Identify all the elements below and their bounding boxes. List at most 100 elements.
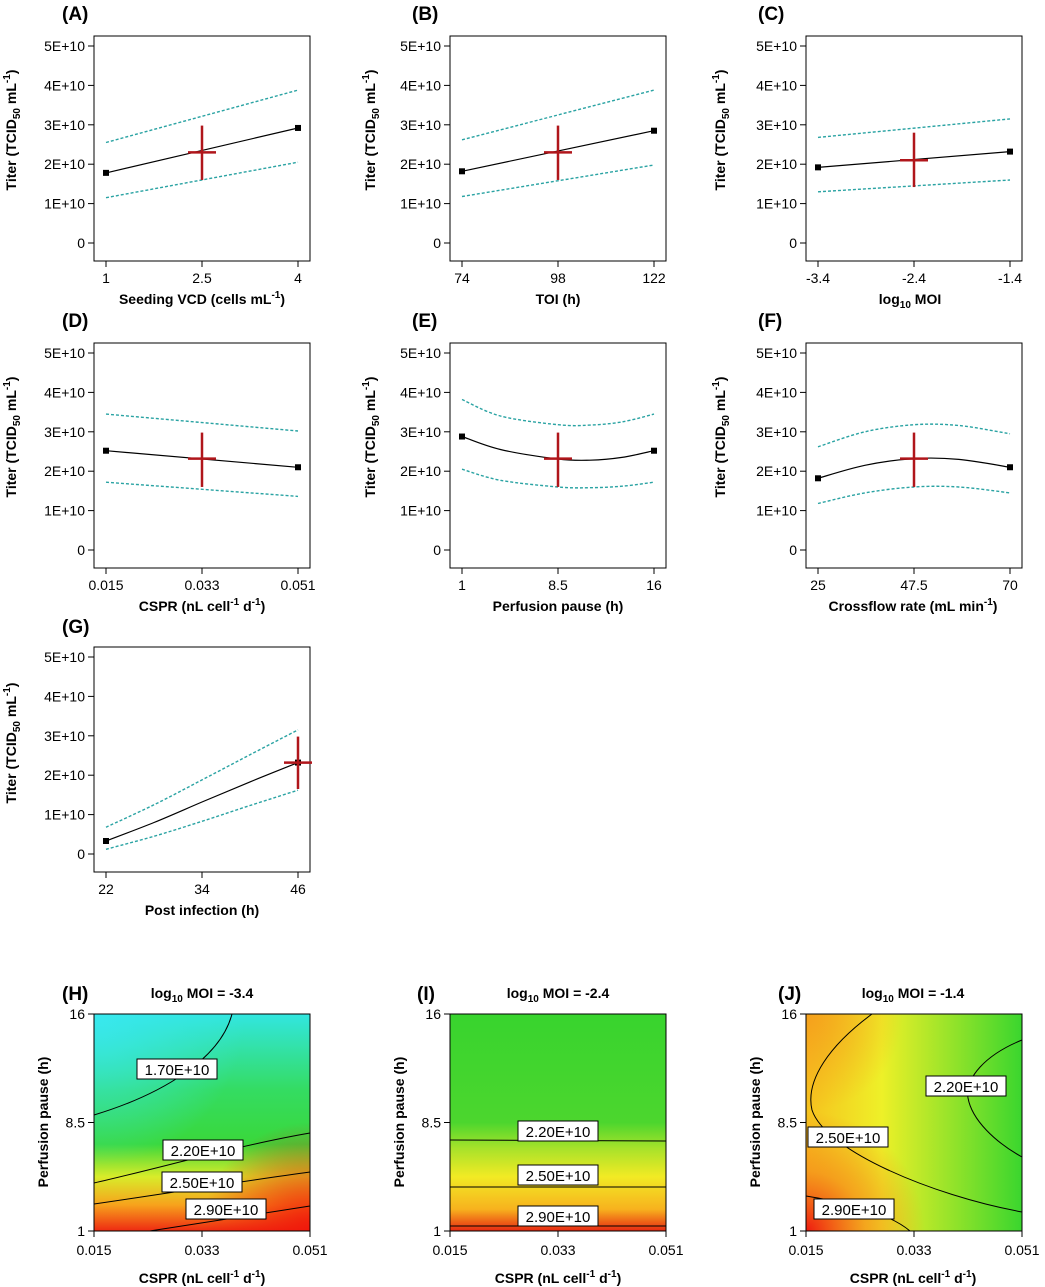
- x-tick-label: 8.5: [548, 577, 568, 593]
- y-tick-label: 4E+10: [400, 77, 441, 93]
- contour-label: 2.90E+10: [185, 1198, 267, 1220]
- x-tick-label: 0.051: [648, 1242, 683, 1258]
- y-tick-label: 4E+10: [44, 384, 85, 400]
- panel-b: (B) Titer (TCID50 mL-1) TOI (h) 0 1E+10 2E…: [361, 4, 667, 307]
- panel-j: (J) log10 MOI = -1.4 2.20E+10 2.50E+10 2…: [747, 984, 1040, 1286]
- contour-line: [967, 1039, 1023, 1158]
- y-tick-label: 0: [77, 542, 85, 558]
- y-tick-label: 2E+10: [44, 156, 85, 172]
- y-tick-label: 0: [433, 542, 441, 558]
- panel-label: (H): [62, 984, 88, 1005]
- x-tick-label: 34: [194, 881, 210, 897]
- y-tick-label: 1E+10: [400, 503, 441, 519]
- y-tick-label: 8.5: [778, 1115, 798, 1131]
- y-tick-label: 1: [789, 1223, 797, 1239]
- x-tick-label: 0.015: [788, 1242, 823, 1258]
- contour-line: [810, 1013, 1023, 1213]
- y-tick-label: 2E+10: [756, 463, 797, 479]
- panel-label: (G): [62, 617, 89, 638]
- lower-ci-line: [461, 468, 655, 489]
- fit-line: [105, 762, 299, 842]
- x-tick-label: 47.5: [900, 577, 927, 593]
- y-tick-label: 4E+10: [756, 77, 797, 93]
- y-tick-label: 2E+10: [44, 463, 85, 479]
- panel-label: (J): [778, 984, 801, 1005]
- panel-label: (B): [412, 4, 438, 25]
- y-tick-label: 2E+10: [44, 767, 85, 783]
- contour-label: 2.20E+10: [517, 1120, 599, 1142]
- endpoint-marker: [1007, 148, 1013, 155]
- contour-label: 2.90E+10: [517, 1205, 599, 1227]
- panel-e: (E) Titer (TCID50 mL-1) Perfusion pause …: [361, 311, 667, 614]
- heatmap-orange-region: [806, 1014, 1022, 1231]
- y-tick-label: 0: [77, 235, 85, 251]
- panel-c: (C) Titer (TCID50 mL-1) log10 MOI 0 1E+10…: [711, 4, 1023, 311]
- x-tick-label: 74: [454, 270, 470, 286]
- contour-label: 2.50E+10: [517, 1164, 599, 1186]
- x-tick-label: 0.015: [432, 1242, 467, 1258]
- svg-text:2.90E+10: 2.90E+10: [822, 1202, 887, 1219]
- y-tick-label: 5E+10: [400, 38, 441, 54]
- y-tick-label: 4E+10: [44, 77, 85, 93]
- endpoint-marker: [103, 447, 109, 454]
- y-tick-label: 0: [433, 235, 441, 251]
- contour-label: 2.50E+10: [807, 1126, 889, 1148]
- upper-ci-line: [461, 398, 655, 427]
- lower-ci-line: [461, 164, 655, 198]
- x-tick-label: 0.033: [184, 1242, 219, 1258]
- x-tick-label: 122: [642, 270, 666, 286]
- y-tick-label: 16: [69, 1006, 85, 1022]
- x-axis-title: Crossflow rate (mL min-1): [829, 597, 998, 614]
- y-tick-label: 3E+10: [44, 424, 85, 440]
- panel-title: log10 MOI = -1.4: [862, 985, 965, 1005]
- panel-i: (I) log10 MOI = -2.4 2.20E+10 2.50E+10 2…: [391, 984, 684, 1286]
- endpoint-marker: [1007, 464, 1013, 471]
- y-tick-label: 4E+10: [44, 688, 85, 704]
- plot-frame: [93, 646, 311, 873]
- y-tick-label: 1E+10: [44, 196, 85, 212]
- x-tick-label: 98: [550, 270, 566, 286]
- y-tick-label: 5E+10: [756, 38, 797, 54]
- panel-label: (E): [412, 311, 437, 332]
- y-tick-label: 16: [781, 1006, 797, 1022]
- x-tick-label: 0.015: [88, 577, 123, 593]
- lower-ci-line: [817, 485, 1011, 505]
- svg-text:2.20E+10: 2.20E+10: [526, 1124, 591, 1141]
- x-tick-label: 1: [458, 577, 466, 593]
- y-tick-label: 4E+10: [400, 384, 441, 400]
- y-tick-label: 1E+10: [44, 807, 85, 823]
- y-tick-label: 1E+10: [756, 196, 797, 212]
- endpoint-marker: [459, 433, 465, 440]
- y-tick-label: 3E+10: [756, 117, 797, 133]
- x-axis-title: Post infection (h): [145, 902, 259, 918]
- panel-h: (H) log10 MOI = -3.4 1.70E+10 2.20E+10 2…: [35, 984, 328, 1286]
- x-axis-title: CSPR (nL cell-1 d-1): [139, 597, 265, 614]
- y-tick-label: 5E+10: [44, 649, 85, 665]
- x-axis-title: Seeding VCD (cells mL-1): [119, 290, 285, 307]
- y-tick-label: 5E+10: [400, 345, 441, 361]
- x-tick-label: 4: [294, 270, 302, 286]
- endpoint-marker: [459, 168, 465, 175]
- y-tick-label: 8.5: [422, 1115, 442, 1131]
- y-tick-label: 1E+10: [44, 503, 85, 519]
- x-tick-label: 2.5: [192, 270, 212, 286]
- y-axis-title: Titer (TCID50 mL-1): [361, 70, 382, 191]
- upper-ci-line: [461, 89, 655, 141]
- x-tick-label: -2.4: [902, 270, 926, 286]
- y-axis-title: Perfusion pause (h): [35, 1057, 51, 1188]
- svg-text:2.90E+10: 2.90E+10: [526, 1209, 591, 1226]
- upper-ci-line: [817, 118, 1011, 139]
- y-tick-label: 5E+10: [44, 38, 85, 54]
- heatmap-red-region: [94, 1014, 310, 1231]
- lower-ci-line: [105, 789, 299, 850]
- svg-text:2.50E+10: 2.50E+10: [526, 1168, 591, 1185]
- y-tick-label: 8.5: [66, 1115, 86, 1131]
- contour-label: 1.70E+10: [136, 1058, 218, 1080]
- endpoint-marker: [103, 169, 109, 176]
- x-tick-label: 1: [102, 270, 110, 286]
- y-axis-title: Perfusion pause (h): [391, 1057, 407, 1188]
- y-tick-label: 4E+10: [756, 384, 797, 400]
- endpoint-marker: [103, 837, 109, 844]
- fit-line: [461, 435, 655, 461]
- endpoint-marker: [295, 464, 301, 471]
